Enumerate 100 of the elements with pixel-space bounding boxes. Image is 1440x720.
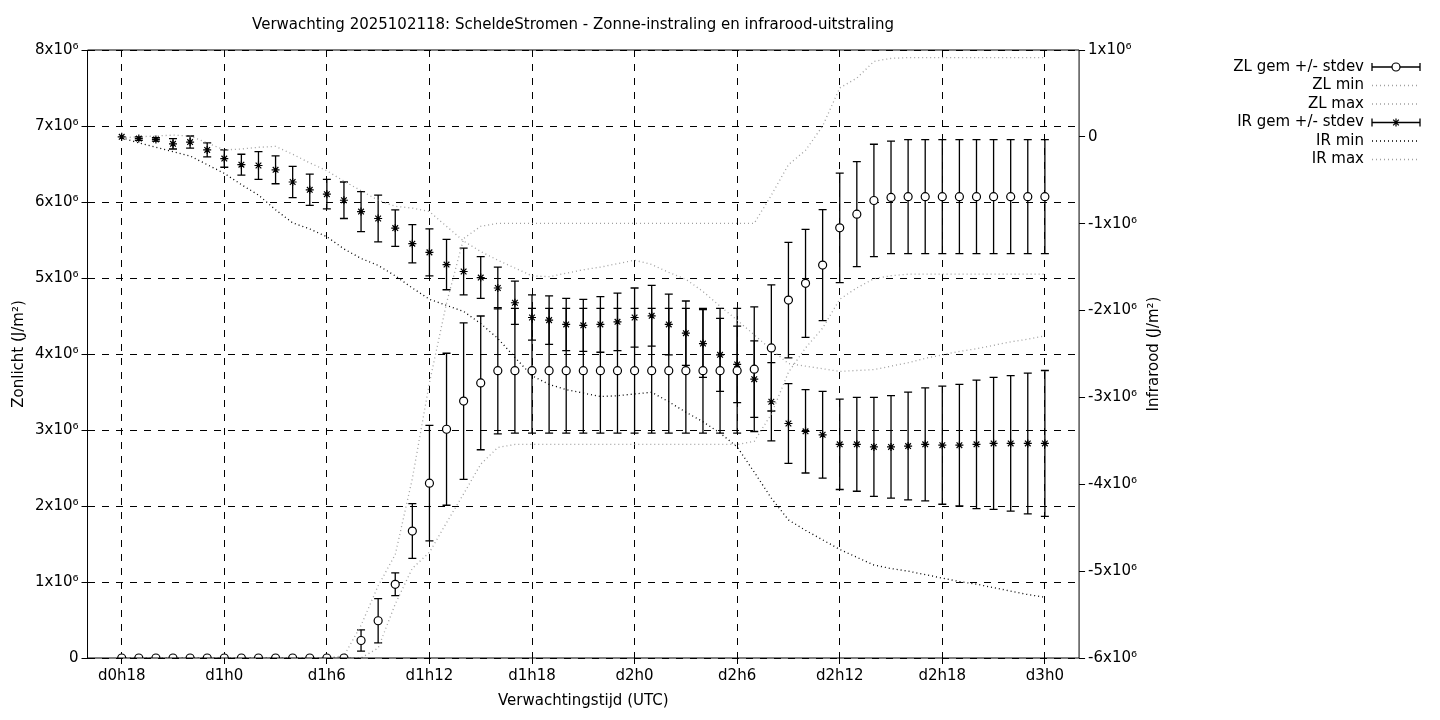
point [971, 439, 982, 449]
point [903, 192, 913, 202]
point [886, 442, 896, 452]
y-tick-label: 1x10⁶ [34, 571, 79, 590]
point [612, 366, 623, 376]
point [356, 635, 366, 646]
x-tick-label: d1h0 [205, 665, 244, 684]
point [459, 266, 469, 277]
point [1006, 438, 1016, 449]
point [886, 192, 896, 203]
point [971, 192, 982, 202]
x-tick-label: d1h6 [307, 665, 346, 684]
y2-tick-label: -4x10⁶ [1088, 474, 1137, 493]
point [322, 189, 332, 199]
x-tick-label: d2h6 [718, 665, 757, 684]
point [407, 526, 417, 536]
point [629, 312, 640, 323]
point [459, 396, 469, 406]
point [288, 177, 298, 187]
point [476, 272, 486, 283]
y-tick-label: 2x10⁶ [34, 495, 79, 514]
point [920, 192, 930, 202]
x-tick-label: d1h18 [508, 665, 556, 684]
point [356, 206, 366, 217]
point [732, 366, 742, 376]
point [253, 160, 264, 171]
point [664, 366, 674, 376]
point [664, 319, 674, 330]
y2-tick-label: -6x10⁶ [1088, 647, 1137, 666]
point [629, 366, 640, 376]
point [493, 283, 503, 293]
point [783, 295, 794, 305]
point [681, 366, 691, 376]
y2-axis-title: Infrarood (J/m²) [1143, 296, 1162, 412]
point [544, 366, 554, 376]
point [595, 366, 605, 376]
point [800, 426, 811, 436]
point [954, 192, 964, 202]
y2-tick-label: -5x10⁶ [1088, 561, 1137, 580]
y-tick-label: 0 [68, 647, 79, 666]
point [527, 366, 537, 376]
point [937, 192, 947, 202]
x-tick-label: d3h0 [1025, 665, 1064, 684]
point [390, 579, 400, 589]
point [749, 374, 759, 384]
point [903, 441, 913, 451]
point [578, 320, 588, 330]
point [920, 439, 930, 449]
legend-label: ZL gem +/- stdev [1233, 56, 1365, 75]
point [1006, 192, 1016, 202]
point [236, 160, 246, 170]
y-tick-label: 4x10⁶ [34, 343, 79, 362]
point [561, 366, 571, 376]
point [818, 260, 828, 270]
x-tick-label: d2h0 [615, 665, 654, 684]
point [835, 223, 845, 233]
legend-label: IR gem +/- stdev [1237, 112, 1365, 131]
point [954, 440, 964, 450]
point [1040, 192, 1050, 202]
legend-label: ZL min [1312, 75, 1364, 94]
point [373, 616, 383, 626]
point [988, 192, 999, 202]
point [852, 209, 862, 219]
point [493, 366, 503, 376]
x-tick-label: d2h12 [815, 665, 864, 684]
point [441, 259, 452, 270]
point [766, 343, 776, 353]
y-tick-label: 6x10⁶ [34, 191, 79, 210]
point [715, 366, 725, 376]
x-axis-title: Verwachtingstijd (UTC) [498, 690, 669, 709]
point [647, 311, 657, 321]
point [510, 298, 520, 308]
chart-title: Verwachting 2025102118: ScheldeStromen - Zonne-instraling en infrarood-uitstraling [252, 14, 894, 33]
y-tick-label: 7x10⁶ [34, 115, 79, 134]
point [988, 438, 999, 449]
point [305, 185, 315, 195]
point [1023, 192, 1033, 202]
point [869, 195, 879, 206]
point [1023, 438, 1033, 449]
point [527, 312, 537, 323]
point [818, 430, 828, 440]
y2-tick-label: 1x10⁶ [1088, 39, 1132, 58]
point [561, 319, 571, 330]
point [424, 478, 435, 488]
y-tick-label: 5x10⁶ [34, 267, 79, 286]
y2-tick-label: -3x10⁶ [1088, 387, 1137, 406]
point [117, 132, 127, 142]
point [407, 239, 417, 249]
point [476, 378, 486, 388]
point [852, 439, 862, 449]
point [270, 165, 281, 175]
y-tick-label: 3x10⁶ [34, 419, 79, 438]
point [373, 213, 383, 224]
y-axis-title: Zonlicht (J/m²) [8, 300, 27, 408]
point [937, 440, 947, 450]
point [339, 195, 349, 205]
point [835, 439, 845, 449]
y-tick-label: 8x10⁶ [34, 39, 79, 58]
y2-tick-label: -2x10⁶ [1088, 300, 1137, 319]
x-tick-label: d0h18 [97, 665, 146, 684]
